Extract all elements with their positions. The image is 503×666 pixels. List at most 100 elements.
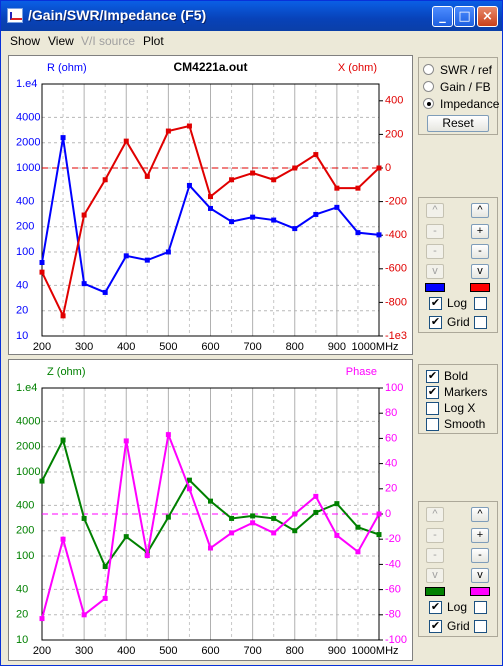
series-point <box>39 616 45 622</box>
series-point <box>292 165 298 171</box>
z-phase-chart[interactable]: Z (ohm) Phase 1.e4 4000 2000 1000 400 200 100 40 2… <box>8 359 413 661</box>
maximize-icon: □ <box>458 9 471 24</box>
series-point <box>376 511 382 517</box>
left-scale-down-button[interactable]: v <box>426 264 444 279</box>
log-checkbox-left[interactable]: ✔ <box>429 297 442 310</box>
series-point <box>355 185 361 191</box>
series-point <box>313 211 319 217</box>
maximize-button[interactable]: □ <box>454 6 475 27</box>
series-point <box>313 493 319 499</box>
left-scale-plus-button[interactable]: - <box>426 224 444 239</box>
menu-vi-source[interactable]: V/I source <box>81 34 136 48</box>
bold-checkbox[interactable]: ✔ <box>426 370 439 383</box>
bottom-left-scale-plus-button[interactable]: - <box>426 528 444 543</box>
series-point <box>165 128 171 134</box>
bottom-left-series-color[interactable] <box>425 587 445 596</box>
right-scale-minus-button[interactable]: - <box>471 244 489 259</box>
bottom-grid-checkbox-right[interactable] <box>474 620 487 633</box>
menu-show[interactable]: Show <box>10 34 41 48</box>
series-point <box>208 194 213 200</box>
bottom-left-scale-up-button[interactable]: ^ <box>426 507 444 522</box>
left-tick-label: 4000 <box>16 111 40 123</box>
bottom-left-scale-minus-button[interactable]: - <box>426 548 444 563</box>
left-scale-up-button[interactable]: ^ <box>426 203 444 218</box>
x-tick-label: 500 <box>159 341 177 353</box>
bottom-grid-checkbox-left[interactable]: ✔ <box>429 620 442 633</box>
impedance-chart[interactable]: R (ohm) X (ohm) CM4221a.out 1.e4 4000 2000 100… <box>8 55 413 355</box>
grid-checkbox-right[interactable] <box>474 316 487 329</box>
left-tick-label: 400 <box>16 499 34 511</box>
right-tick-label: 80 <box>385 407 397 419</box>
left-tick-label: 1000 <box>16 466 40 478</box>
right-tick-label: -800 <box>385 296 407 308</box>
right-tick-label: 60 <box>385 432 397 444</box>
right-tick-label: 20 <box>385 483 397 495</box>
left-tick-label: 400 <box>16 195 34 207</box>
left-tick-label: 20 <box>16 305 28 317</box>
logx-checkbox[interactable] <box>426 402 439 415</box>
bottom-grid-label: Grid <box>447 619 470 633</box>
bottom-right-scale-minus-button[interactable]: - <box>471 548 489 563</box>
series-point <box>102 177 108 183</box>
series-point <box>334 204 340 210</box>
left-tick-label: 4000 <box>16 415 40 427</box>
app-icon[interactable] <box>7 8 23 23</box>
right-scale-up-button[interactable]: ^ <box>471 203 489 218</box>
bottom-right-scale-up-button[interactable]: ^ <box>471 507 489 522</box>
log-checkbox-right[interactable] <box>474 297 487 310</box>
x-tick-label: 200 <box>33 341 51 353</box>
right-scale-plus-button[interactable]: + <box>471 224 489 239</box>
series-point <box>334 532 340 538</box>
title-bar[interactable]: /Gain/SWR/Impedance (F5) _ □ × <box>1 1 502 31</box>
reset-button[interactable]: Reset <box>427 115 489 132</box>
series-point <box>81 281 87 287</box>
menu-view[interactable]: View <box>48 34 74 48</box>
minimize-button[interactable]: _ <box>432 6 453 27</box>
series-point <box>81 612 87 618</box>
grid-checkbox-left[interactable]: ✔ <box>429 316 442 329</box>
markers-checkbox[interactable]: ✔ <box>426 386 439 399</box>
series-point <box>60 135 66 141</box>
right-tick-label: 40 <box>385 458 397 470</box>
window-title: /Gain/SWR/Impedance (F5) <box>28 7 207 23</box>
series-point <box>81 515 87 521</box>
left-axis-title: Z (ohm) <box>47 366 86 378</box>
x-tick-label: 500 <box>159 645 177 657</box>
radio-impedance-label: Impedance <box>440 97 500 111</box>
series-point <box>123 138 129 144</box>
series-point <box>60 536 66 542</box>
bottom-right-scale-down-button[interactable]: v <box>471 568 489 583</box>
menu-plot[interactable]: Plot <box>143 34 164 48</box>
bottom-log-checkbox-right[interactable] <box>474 601 487 614</box>
left-tick-label: 20 <box>16 609 28 621</box>
x-tick-label: 1000MHz <box>351 645 398 657</box>
left-scale-minus-button[interactable]: - <box>426 244 444 259</box>
smooth-checkbox[interactable] <box>426 418 439 431</box>
x-tick-label: 400 <box>117 341 135 353</box>
mode-panel: SWR / ref Gain / FB Impedance Reset <box>418 57 500 135</box>
series-point <box>250 520 256 526</box>
series-point <box>292 511 298 517</box>
right-scale-down-button[interactable]: v <box>471 264 489 279</box>
left-tick-label: 200 <box>16 525 34 537</box>
series-point <box>250 170 256 176</box>
right-tick-label: -100 <box>385 634 407 646</box>
series-point <box>144 257 150 263</box>
series-point <box>208 498 213 504</box>
series-point <box>355 230 361 236</box>
right-tick-label: 200 <box>385 128 403 140</box>
bottom-right-scale-plus-button[interactable]: + <box>471 528 489 543</box>
options-panel: ✔ Bold ✔ Markers Log X Smooth <box>418 364 498 434</box>
close-icon: × <box>482 9 493 24</box>
bold-label: Bold <box>444 369 469 383</box>
logx-label: Log X <box>444 401 476 415</box>
bottom-right-series-color[interactable] <box>470 587 490 596</box>
left-series-color[interactable] <box>425 283 445 292</box>
right-series-color[interactable] <box>470 283 490 292</box>
left-tick-label: 40 <box>16 279 28 291</box>
bottom-log-checkbox-left[interactable]: ✔ <box>429 601 442 614</box>
right-tick-label: -200 <box>385 196 407 208</box>
close-button[interactable]: × <box>477 6 498 27</box>
bottom-left-scale-down-button[interactable]: v <box>426 568 444 583</box>
series-point <box>271 217 277 223</box>
